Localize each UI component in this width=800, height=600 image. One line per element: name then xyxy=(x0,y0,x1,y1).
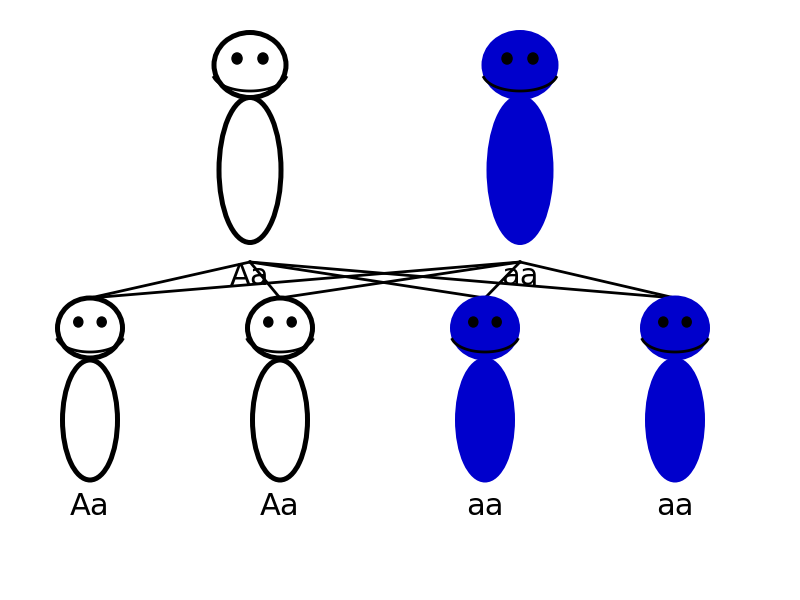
Ellipse shape xyxy=(287,317,296,327)
Ellipse shape xyxy=(647,360,702,480)
Ellipse shape xyxy=(642,298,707,358)
Ellipse shape xyxy=(453,298,518,358)
Ellipse shape xyxy=(258,53,268,64)
Ellipse shape xyxy=(682,317,691,327)
Ellipse shape xyxy=(58,298,122,358)
Text: Aa: Aa xyxy=(260,492,300,521)
Ellipse shape xyxy=(492,317,502,327)
Ellipse shape xyxy=(219,97,281,242)
Ellipse shape xyxy=(97,317,106,327)
Ellipse shape xyxy=(214,32,286,97)
Ellipse shape xyxy=(253,360,307,480)
Text: aa: aa xyxy=(656,492,694,521)
Ellipse shape xyxy=(469,317,478,327)
Text: Aa: Aa xyxy=(230,262,270,291)
Text: Aa: Aa xyxy=(70,492,110,521)
Text: aa: aa xyxy=(466,492,504,521)
Ellipse shape xyxy=(264,317,273,327)
Ellipse shape xyxy=(458,360,513,480)
Ellipse shape xyxy=(62,360,118,480)
Ellipse shape xyxy=(658,317,668,327)
Ellipse shape xyxy=(74,317,83,327)
Ellipse shape xyxy=(247,298,313,358)
Ellipse shape xyxy=(489,97,551,242)
Ellipse shape xyxy=(232,53,242,64)
Ellipse shape xyxy=(484,32,556,97)
Ellipse shape xyxy=(502,53,512,64)
Ellipse shape xyxy=(528,53,538,64)
Text: aa: aa xyxy=(502,262,538,291)
